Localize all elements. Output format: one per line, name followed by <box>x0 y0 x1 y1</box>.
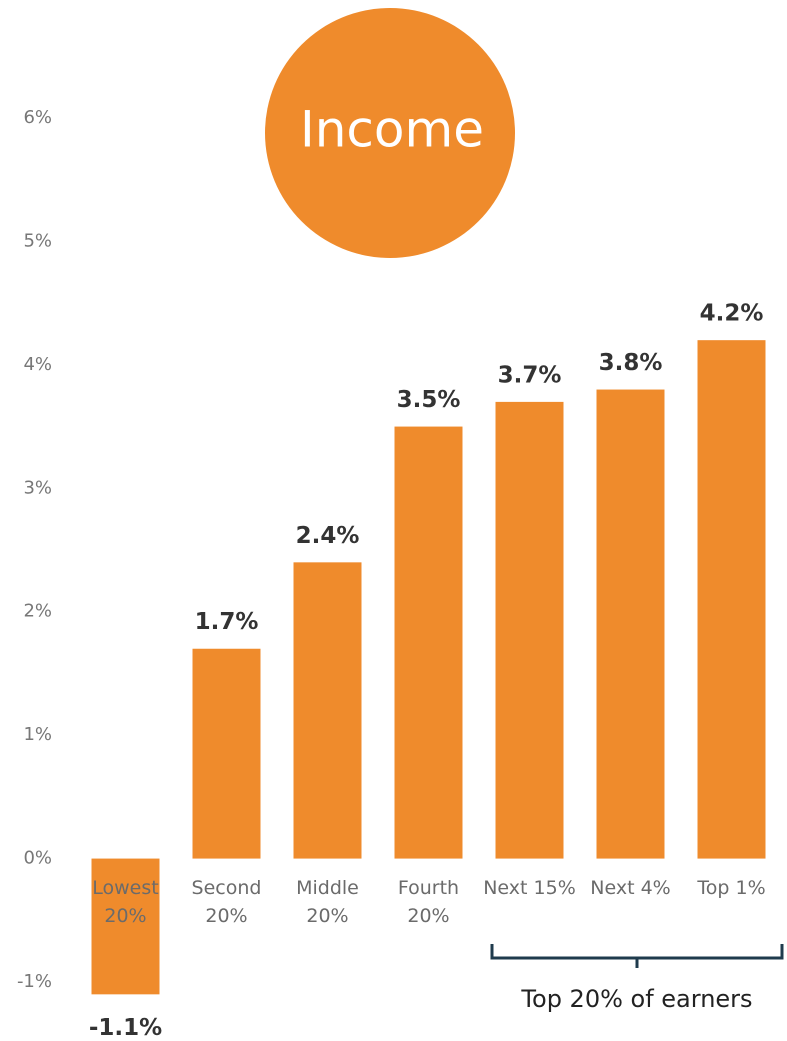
bar <box>697 340 766 859</box>
value-label: 1.7% <box>195 609 259 635</box>
x-tick-label-box: Lowest 20% <box>92 876 159 927</box>
y-tick-label: 0% <box>23 848 52 869</box>
value-label: 4.2% <box>700 301 764 327</box>
x-tick-label-box: Next 15% <box>483 876 576 899</box>
bar <box>192 648 261 859</box>
value-label: 3.5% <box>397 387 461 413</box>
x-tick-label: Fourth 20% <box>397 876 460 927</box>
x-tick-label-box: Middle 20% <box>296 876 359 927</box>
y-tick-label: 3% <box>23 477 52 498</box>
x-tick-label-box: Next 4% <box>590 876 671 899</box>
x-tick-label-box: Second 20% <box>191 876 262 927</box>
title-badge <box>265 8 515 258</box>
y-tick-label: -1% <box>17 971 52 992</box>
y-tick-label: 1% <box>23 724 52 745</box>
value-label: 3.8% <box>599 350 663 376</box>
x-tick-label: Top 1% <box>697 876 766 899</box>
x-tick-label-box: Top 1% <box>697 876 766 899</box>
bar <box>293 562 362 859</box>
bar <box>495 401 564 859</box>
x-tick-label: Second 20% <box>191 876 262 927</box>
y-tick-label: 4% <box>23 354 52 375</box>
annotation: Top 20% of earners <box>520 985 752 1013</box>
x-tick-label: Middle 20% <box>296 876 359 927</box>
value-label: -1.1% <box>89 1015 162 1041</box>
bars <box>91 340 766 995</box>
y-tick-label: 2% <box>23 601 52 622</box>
x-tick-label: Next 4% <box>590 876 671 899</box>
bar <box>596 389 665 859</box>
value-label: 2.4% <box>296 523 360 549</box>
bar <box>91 858 160 995</box>
x-tick-label: Lowest 20% <box>92 876 159 927</box>
bracket <box>490 944 784 968</box>
x-tick-label: Next 15% <box>483 876 576 899</box>
x-tick-label-box: Fourth 20% <box>397 876 460 927</box>
y-tick-label: 5% <box>23 230 52 251</box>
bar <box>394 426 463 859</box>
chart-title: Income <box>300 101 484 159</box>
y-tick-label: 6% <box>23 107 52 128</box>
value-label: 3.7% <box>498 362 562 388</box>
